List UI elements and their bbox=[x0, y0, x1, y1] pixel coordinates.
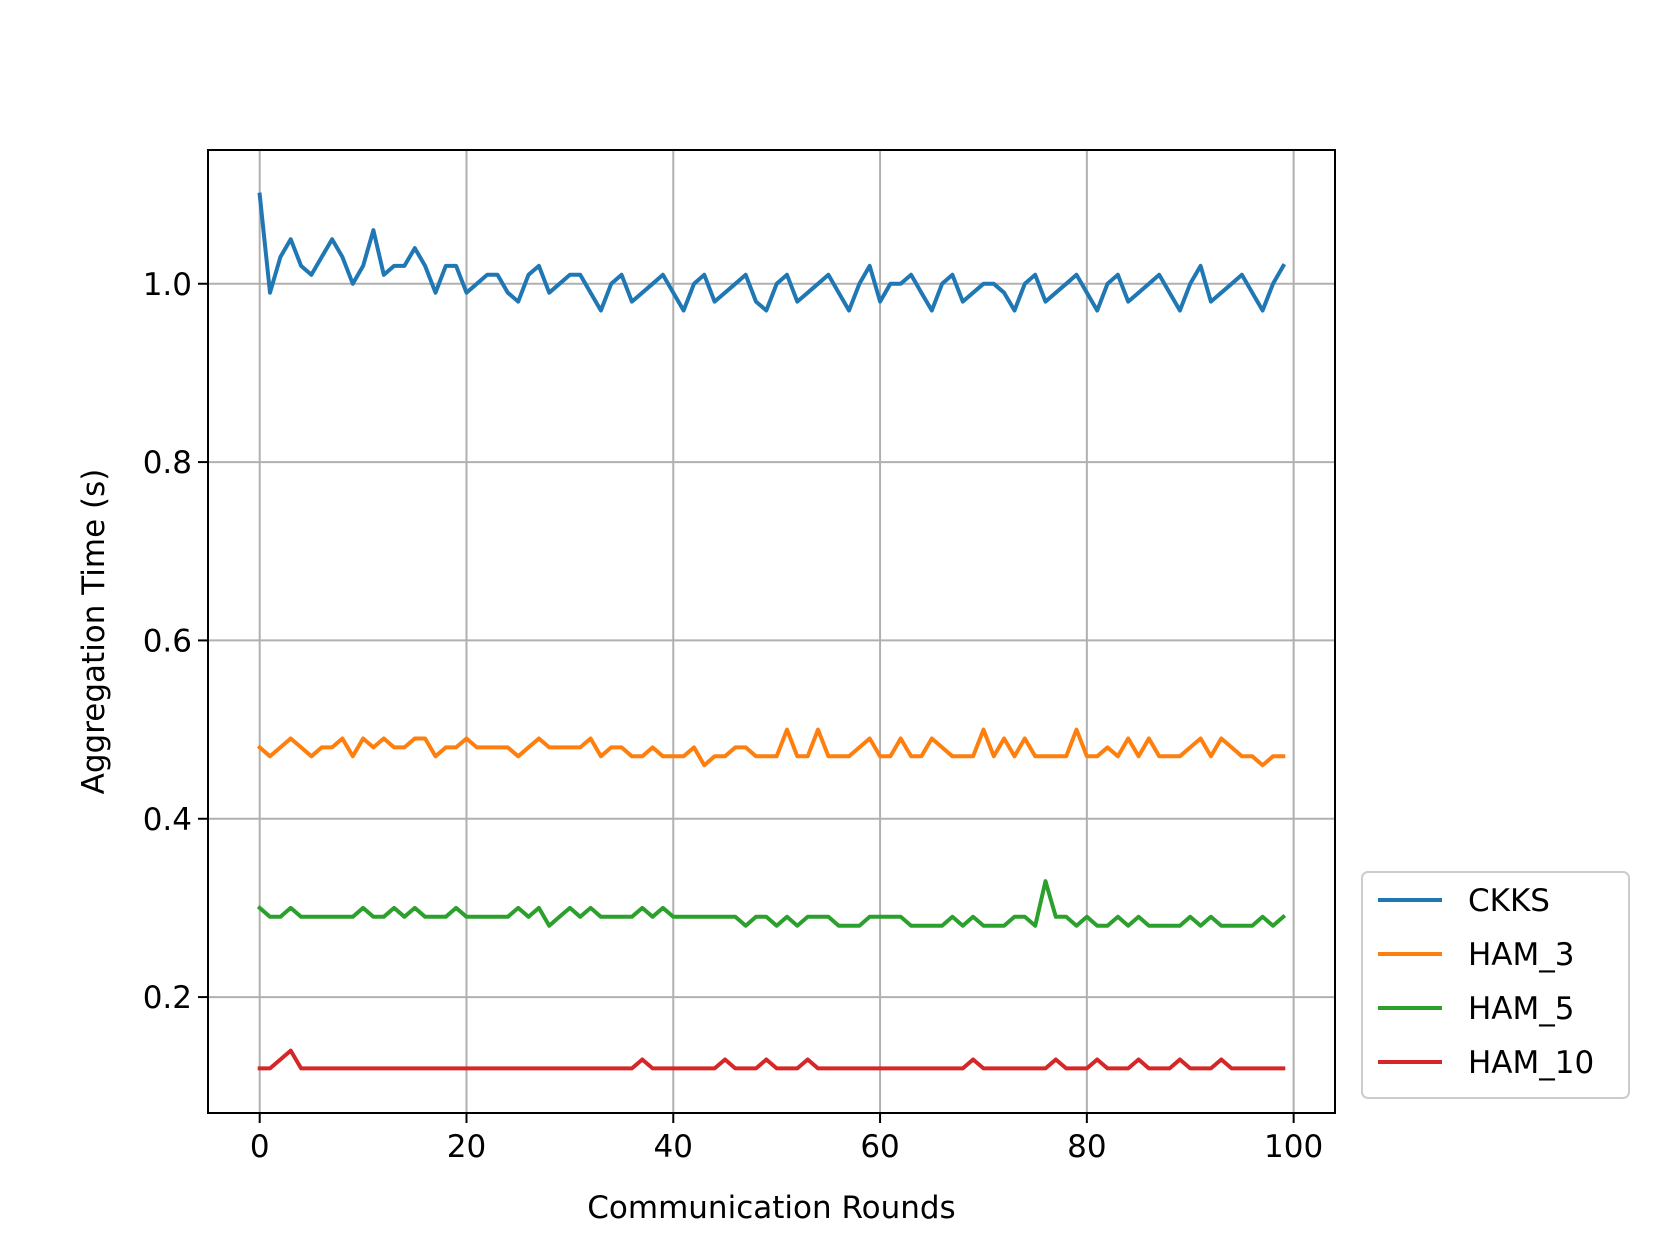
y-tick-label: 0.8 bbox=[143, 445, 192, 481]
x-tick-label: 0 bbox=[250, 1129, 270, 1165]
y-tick-label: 0.2 bbox=[143, 980, 192, 1016]
y-tick-label: 0.6 bbox=[143, 623, 192, 659]
series-lines bbox=[256, 192, 1287, 1071]
legend-label: HAM_3 bbox=[1468, 937, 1575, 973]
y-tick-label: 0.4 bbox=[143, 802, 192, 838]
x-tick-label: 100 bbox=[1264, 1129, 1323, 1165]
legend: CKKS HAM_3 HAM_5 HAM_10 bbox=[1361, 871, 1630, 1099]
x-tick-label: 40 bbox=[654, 1129, 693, 1165]
series-line-ckks bbox=[257, 192, 1287, 313]
series-line-ham-10 bbox=[257, 1048, 1286, 1071]
axis-ticks: 0 20 40 60 80 100 0.2 0.4 0.6 0.8 1.0 bbox=[143, 267, 1324, 1165]
plot-frame bbox=[207, 149, 1336, 1114]
legend-label: HAM_5 bbox=[1468, 991, 1575, 1027]
x-tick-label: 80 bbox=[1067, 1129, 1106, 1165]
x-axis-title: Communication Rounds bbox=[587, 1190, 955, 1226]
legend-box bbox=[1361, 871, 1630, 1099]
y-axis-title: Aggregation Time (s) bbox=[76, 469, 112, 795]
x-tick-label: 20 bbox=[447, 1129, 486, 1165]
x-tick-label: 60 bbox=[860, 1129, 899, 1165]
series-line-ham-5 bbox=[256, 879, 1287, 928]
legend-label: CKKS bbox=[1468, 883, 1550, 919]
y-tick-label: 1.0 bbox=[143, 267, 192, 303]
series-line-ham-3 bbox=[256, 727, 1286, 768]
legend-label: HAM_10 bbox=[1468, 1045, 1594, 1081]
